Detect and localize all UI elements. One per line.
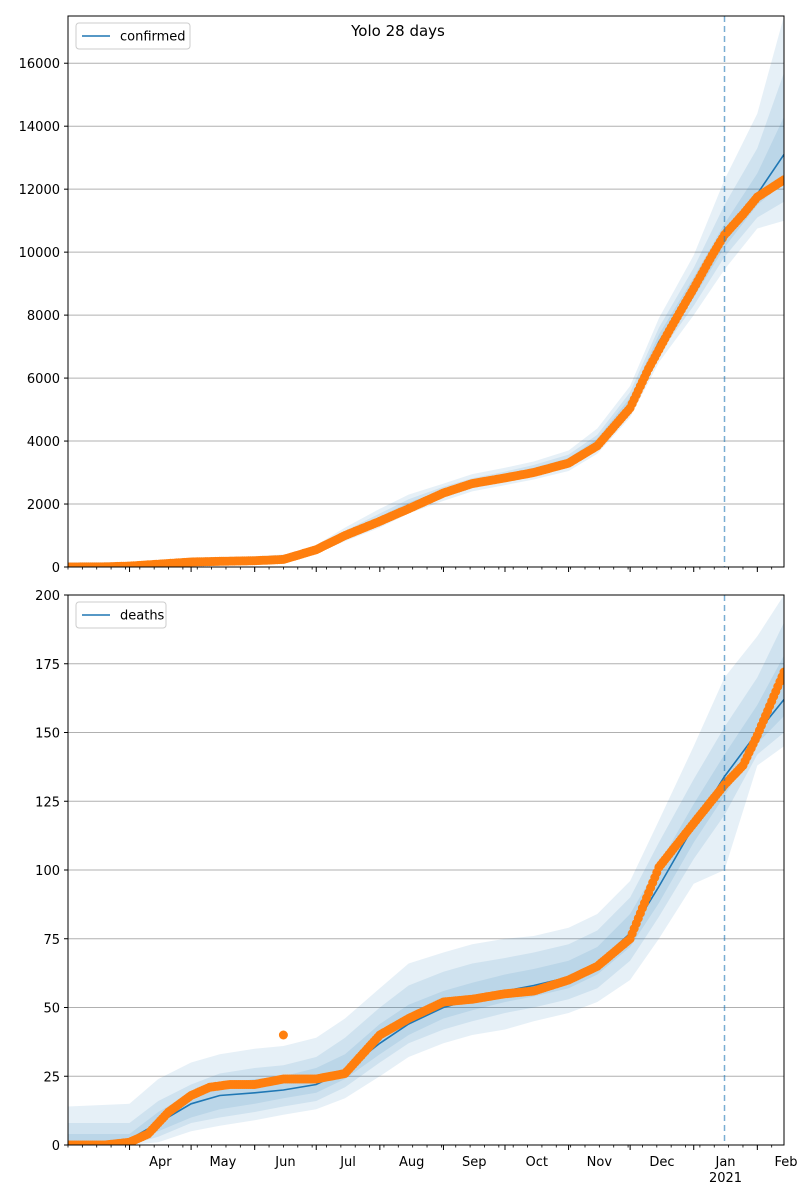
y-tick-label: 100 bbox=[35, 864, 60, 879]
x-year-label: 2021 bbox=[709, 1171, 742, 1186]
axes-frame bbox=[67, 594, 785, 1146]
x-tick-label: Jul bbox=[339, 1155, 356, 1170]
x-tick-label: Nov bbox=[587, 1155, 613, 1170]
prediction-band bbox=[68, 595, 784, 1145]
x-tick-label: Apr bbox=[149, 1155, 172, 1170]
x-tick-label: Feb bbox=[775, 1155, 798, 1170]
x-tick-label: Oct bbox=[526, 1155, 548, 1170]
x-tick-label: Aug bbox=[399, 1155, 424, 1170]
y-tick-label: 25 bbox=[43, 1070, 60, 1085]
legend-label: confirmed bbox=[120, 30, 186, 45]
x-tick-label: May bbox=[209, 1155, 236, 1170]
x-tick-label: Jun bbox=[274, 1155, 295, 1170]
y-tick-label: 0 bbox=[52, 561, 60, 576]
y-tick-label: 6000 bbox=[27, 372, 60, 387]
y-tick-label: 4000 bbox=[27, 435, 60, 450]
x-tick-label: Sep bbox=[462, 1155, 487, 1170]
plot-area bbox=[68, 16, 784, 567]
y-tick-label: 125 bbox=[35, 795, 60, 810]
legend-box bbox=[75, 22, 191, 50]
deaths-chart: 0 25 50 75 100 125 150 175 200 Apr May Jun Jul Aug Sep… bbox=[35, 589, 797, 1186]
y-tick-label: 175 bbox=[35, 658, 60, 673]
series-line-deaths bbox=[68, 698, 784, 1145]
legend-box bbox=[75, 601, 167, 629]
y-tick-label: 0 bbox=[52, 1139, 60, 1154]
y-tick-label: 200 bbox=[35, 589, 60, 604]
y-tick-label: 8000 bbox=[27, 309, 60, 324]
y-tick-label: 50 bbox=[43, 1002, 60, 1017]
chart-title: Yolo 28 days bbox=[350, 22, 445, 40]
confirmed-chart: 0 2000 4000 6000 8000 10000 12000 14000 16000 con… bbox=[19, 15, 785, 576]
y-tick-label: 75 bbox=[43, 933, 60, 948]
y-tick-label: 150 bbox=[35, 727, 60, 742]
data-point bbox=[779, 667, 784, 677]
y-tick-label: 14000 bbox=[19, 120, 60, 135]
y-tick-label: 10000 bbox=[19, 246, 60, 261]
x-tick-label: Jan bbox=[715, 1155, 736, 1170]
y-tick-label: 2000 bbox=[27, 498, 60, 513]
prediction-band bbox=[68, 655, 784, 1145]
prediction-band bbox=[68, 16, 784, 567]
x-tick-label: Dec bbox=[649, 1155, 674, 1170]
plot-area bbox=[68, 595, 784, 1145]
data-point bbox=[779, 175, 784, 185]
y-tick-label: 16000 bbox=[19, 57, 60, 72]
prediction-band bbox=[68, 622, 784, 1145]
y-tick-label: 12000 bbox=[19, 183, 60, 198]
data-point bbox=[278, 1030, 288, 1040]
legend-label: deaths bbox=[120, 609, 165, 624]
axes-frame bbox=[67, 15, 785, 568]
